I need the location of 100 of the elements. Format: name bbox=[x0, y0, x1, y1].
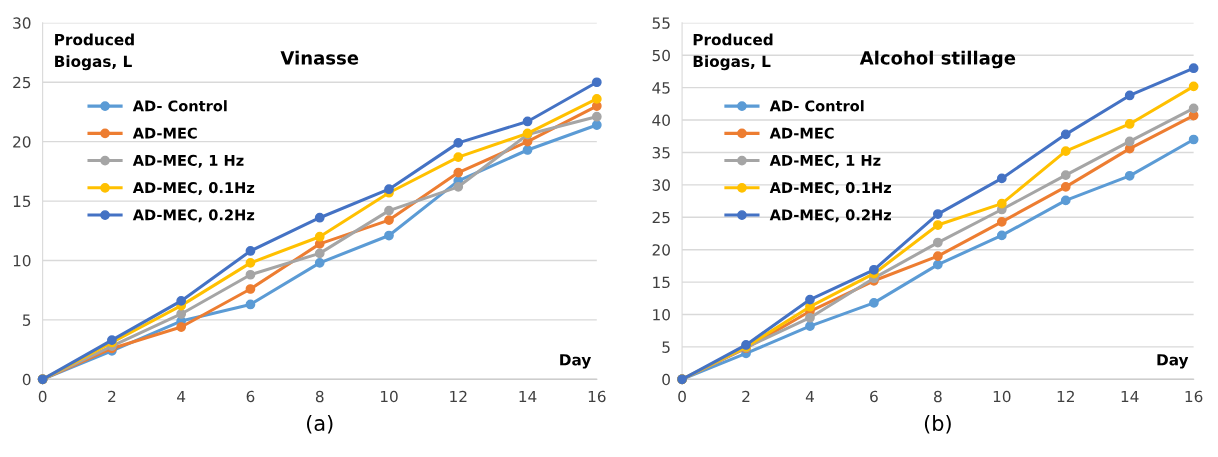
point bbox=[805, 321, 815, 332]
point bbox=[869, 264, 879, 275]
point bbox=[453, 137, 464, 148]
point bbox=[1188, 103, 1199, 114]
point bbox=[384, 215, 394, 225]
x-tick-label: 10 bbox=[380, 390, 398, 403]
point bbox=[522, 116, 533, 127]
point bbox=[176, 309, 187, 319]
point bbox=[1188, 63, 1199, 74]
legend-label: AD-MEC bbox=[769, 127, 834, 139]
legend-label: AD-MEC, 1 Hz bbox=[769, 154, 881, 168]
legend-label: AD- Control bbox=[769, 100, 864, 112]
point bbox=[932, 220, 943, 230]
point bbox=[522, 145, 533, 155]
text: Vinasse bbox=[280, 50, 359, 65]
x-tick-label: 4 bbox=[177, 390, 186, 403]
y-tick-label: 30 bbox=[13, 17, 31, 29]
x-tick-label: 12 bbox=[450, 390, 467, 403]
point bbox=[932, 259, 943, 270]
point bbox=[996, 216, 1007, 227]
y-tick-label: 50 bbox=[652, 49, 670, 62]
y-tick-label: 20 bbox=[13, 136, 31, 148]
y-tick-label: 55 bbox=[652, 17, 670, 29]
point bbox=[176, 322, 187, 332]
point bbox=[453, 152, 464, 162]
x-tick-label: 10 bbox=[993, 390, 1011, 403]
point bbox=[1124, 90, 1135, 101]
point bbox=[1060, 181, 1071, 192]
point bbox=[591, 111, 602, 122]
point bbox=[1060, 170, 1071, 181]
x-tick-label: 14 bbox=[519, 390, 537, 403]
x-tick-label: 8 bbox=[934, 390, 942, 403]
point bbox=[932, 237, 943, 248]
point bbox=[591, 120, 602, 130]
point bbox=[453, 167, 464, 178]
text: Alcohol stillage bbox=[859, 50, 1016, 69]
point bbox=[932, 209, 943, 219]
y-tick-label: 0 bbox=[662, 373, 670, 386]
legend-label: AD-MEC, 0.2Hz bbox=[132, 209, 255, 223]
point bbox=[932, 251, 943, 262]
point bbox=[384, 205, 394, 216]
legend-label: AD-MEC bbox=[132, 127, 197, 139]
x-tick-label: 16 bbox=[1185, 390, 1203, 403]
y-tick-label: 25 bbox=[13, 76, 31, 89]
point bbox=[869, 297, 879, 308]
point bbox=[453, 181, 464, 192]
point bbox=[245, 284, 256, 294]
y-tick-label: 5 bbox=[662, 341, 670, 353]
point bbox=[996, 173, 1007, 184]
x-tick-label: 14 bbox=[1121, 390, 1139, 403]
x-axis-title: Day bbox=[560, 354, 591, 369]
point bbox=[591, 77, 602, 88]
point bbox=[314, 231, 325, 242]
point bbox=[245, 246, 256, 256]
point bbox=[1124, 119, 1135, 129]
y-axis-title: Produced Biogas, L bbox=[693, 33, 773, 71]
x-tick-label: 6 bbox=[870, 390, 878, 403]
point bbox=[314, 248, 325, 259]
text: (a) bbox=[307, 414, 333, 434]
y-tick-label: 40 bbox=[652, 114, 670, 127]
point bbox=[591, 94, 602, 104]
point bbox=[245, 258, 256, 268]
x-axis-title: Day bbox=[1157, 354, 1189, 369]
point bbox=[384, 230, 394, 241]
y-tick-label: 10 bbox=[653, 308, 670, 321]
x-tick-label: 4 bbox=[805, 390, 814, 403]
y-tick-label: 30 bbox=[652, 179, 670, 191]
point bbox=[805, 312, 815, 323]
x-tick-label: 0 bbox=[38, 390, 47, 403]
point bbox=[1124, 136, 1135, 147]
legend-label: AD-MEC, 0.1Hz bbox=[769, 182, 891, 196]
point bbox=[1060, 146, 1071, 157]
y-tick-label: 10 bbox=[13, 254, 31, 267]
legend-label: AD-MEC, 1 Hz bbox=[132, 154, 244, 168]
point bbox=[996, 230, 1007, 241]
y-tick-label: 45 bbox=[652, 82, 670, 94]
point bbox=[805, 294, 815, 305]
text: (b) bbox=[924, 414, 951, 434]
x-tick-label: 2 bbox=[742, 390, 750, 403]
legend-label: AD-MEC, 0.2Hz bbox=[769, 209, 891, 223]
x-tick-label: 16 bbox=[588, 390, 606, 403]
legend-label: AD- Control bbox=[132, 100, 227, 112]
point bbox=[996, 198, 1007, 209]
point bbox=[176, 296, 187, 306]
x-tick-label: 6 bbox=[246, 390, 255, 403]
x-tick-label: 8 bbox=[315, 390, 324, 403]
y-tick-label: 15 bbox=[653, 276, 670, 289]
x-tick-label: 0 bbox=[678, 390, 686, 403]
y-tick-label: 35 bbox=[652, 146, 670, 159]
point bbox=[314, 212, 325, 223]
y-tick-label: 20 bbox=[652, 244, 670, 256]
y-axis-title: Produced Biogas, L bbox=[55, 33, 134, 71]
point bbox=[1124, 170, 1135, 181]
point bbox=[1188, 81, 1199, 92]
point bbox=[245, 299, 256, 310]
legend-label: AD-MEC, 0.1Hz bbox=[132, 182, 255, 196]
point bbox=[314, 258, 325, 268]
point bbox=[1060, 195, 1071, 206]
y-tick-label: 15 bbox=[13, 195, 31, 208]
point bbox=[1060, 129, 1071, 140]
